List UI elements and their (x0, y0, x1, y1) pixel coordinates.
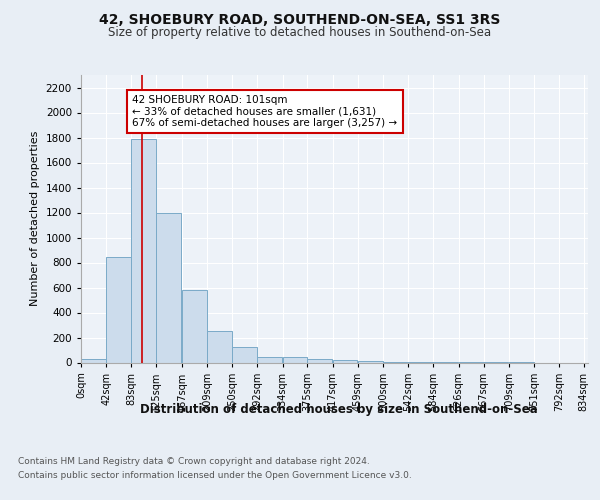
Text: Contains HM Land Registry data © Crown copyright and database right 2024.: Contains HM Land Registry data © Crown c… (18, 458, 370, 466)
Bar (307, 359, 332, 362)
Bar (81, 359, 106, 362)
Bar (207, 330, 232, 362)
Y-axis label: Number of detached properties: Number of detached properties (30, 131, 40, 306)
Bar (157, 212, 181, 362)
Bar (332, 360, 358, 362)
Bar (182, 290, 206, 362)
Text: Distribution of detached houses by size in Southend-on-Sea: Distribution of detached houses by size … (140, 402, 538, 415)
Bar (106, 257, 131, 362)
Text: Size of property relative to detached houses in Southend-on-Sea: Size of property relative to detached ho… (109, 26, 491, 39)
Bar (358, 361, 383, 362)
Text: 42, SHOEBURY ROAD, SOUTHEND-ON-SEA, SS1 3RS: 42, SHOEBURY ROAD, SOUTHEND-ON-SEA, SS1 … (100, 12, 500, 26)
Text: 42 SHOEBURY ROAD: 101sqm
← 33% of detached houses are smaller (1,631)
67% of sem: 42 SHOEBURY ROAD: 101sqm ← 33% of detach… (133, 95, 397, 128)
Bar (257, 356, 282, 362)
Bar (131, 138, 156, 362)
Bar (283, 357, 307, 362)
Text: Contains public sector information licensed under the Open Government Licence v3: Contains public sector information licen… (18, 471, 412, 480)
Bar (232, 347, 257, 362)
